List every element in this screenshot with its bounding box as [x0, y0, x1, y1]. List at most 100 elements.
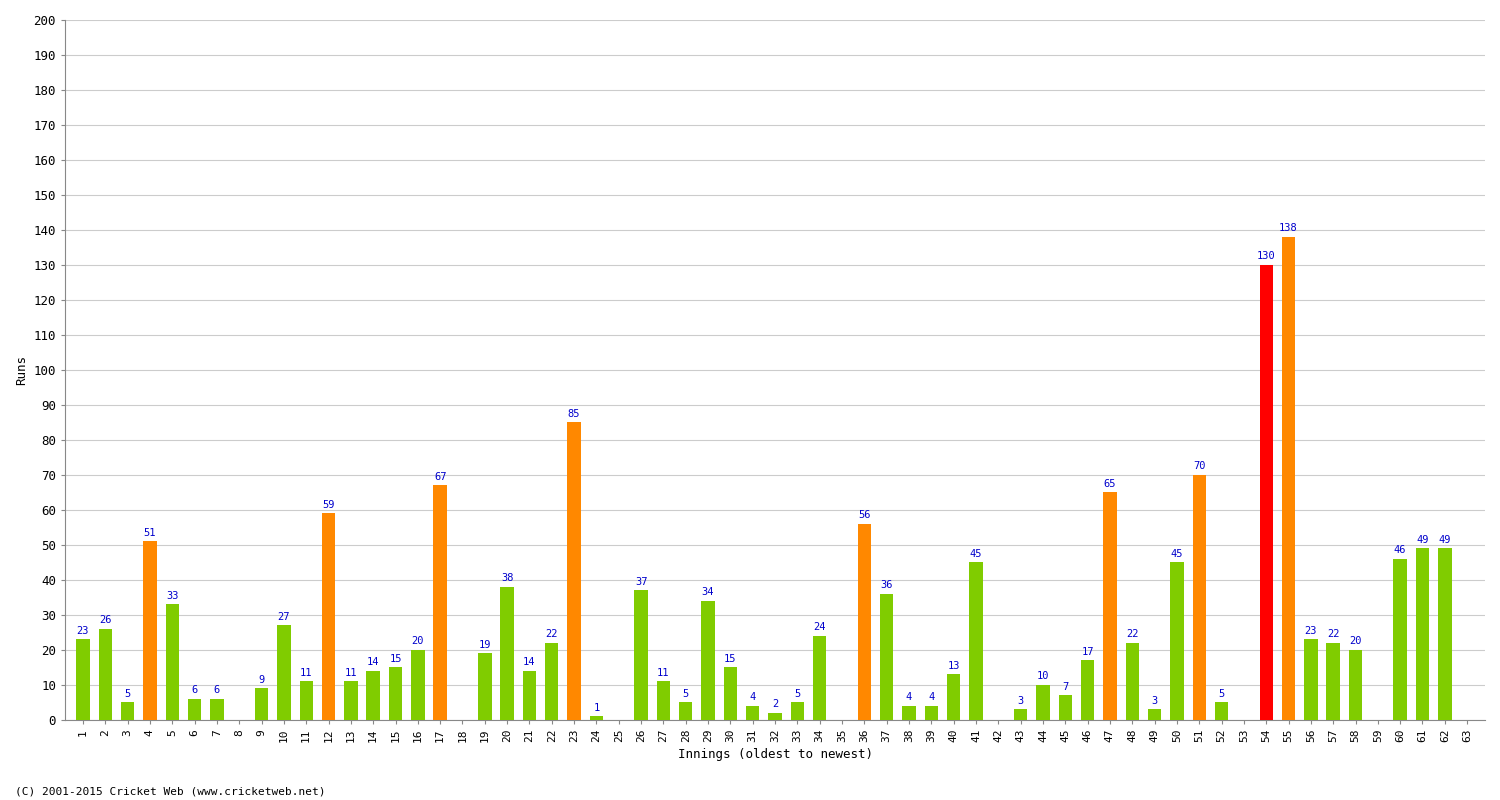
X-axis label: Innings (oldest to newest): Innings (oldest to newest) [678, 748, 873, 761]
Bar [924, 706, 938, 720]
Text: 85: 85 [568, 409, 580, 419]
Bar [1014, 710, 1028, 720]
Bar [1260, 265, 1274, 720]
Text: 2: 2 [772, 699, 778, 710]
Text: 45: 45 [1170, 549, 1184, 559]
Text: 5: 5 [1218, 689, 1224, 699]
Text: 5: 5 [124, 689, 130, 699]
Text: 4: 4 [906, 693, 912, 702]
Bar [478, 654, 492, 720]
Bar [1304, 639, 1317, 720]
Bar [790, 702, 804, 720]
Text: 6: 6 [214, 686, 220, 695]
Bar [165, 605, 178, 720]
Text: 26: 26 [99, 615, 111, 626]
Text: 51: 51 [144, 528, 156, 538]
Text: 7: 7 [1062, 682, 1068, 692]
Text: 14: 14 [524, 658, 536, 667]
Bar [1192, 475, 1206, 720]
Text: 22: 22 [1328, 630, 1340, 639]
Text: 20: 20 [411, 637, 424, 646]
Text: 11: 11 [300, 668, 312, 678]
Bar [969, 562, 982, 720]
Bar [1102, 493, 1116, 720]
Bar [813, 636, 826, 720]
Bar [501, 587, 515, 720]
Bar [278, 626, 291, 720]
Bar [946, 674, 960, 720]
Bar [142, 542, 156, 720]
Bar [76, 639, 90, 720]
Text: 22: 22 [1126, 630, 1138, 639]
Bar [1059, 695, 1072, 720]
Text: 33: 33 [166, 591, 178, 601]
Bar [680, 702, 693, 720]
Bar [768, 713, 782, 720]
Bar [1125, 643, 1138, 720]
Bar [524, 671, 536, 720]
Text: 11: 11 [345, 668, 357, 678]
Bar [1148, 710, 1161, 720]
Text: 24: 24 [813, 622, 826, 633]
Text: 5: 5 [682, 689, 688, 699]
Bar [1326, 643, 1340, 720]
Text: 14: 14 [368, 658, 380, 667]
Text: 11: 11 [657, 668, 669, 678]
Bar [1416, 549, 1430, 720]
Bar [590, 717, 603, 720]
Text: 59: 59 [322, 500, 334, 510]
Bar [99, 629, 112, 720]
Bar [1394, 559, 1407, 720]
Text: 130: 130 [1257, 251, 1275, 262]
Text: 19: 19 [478, 640, 490, 650]
Text: 15: 15 [390, 654, 402, 664]
Text: 6: 6 [192, 686, 198, 695]
Text: 3: 3 [1152, 696, 1158, 706]
Text: (C) 2001-2015 Cricket Web (www.cricketweb.net): (C) 2001-2015 Cricket Web (www.cricketwe… [15, 786, 326, 796]
Text: 46: 46 [1394, 546, 1407, 555]
Text: 5: 5 [794, 689, 801, 699]
Text: 22: 22 [546, 630, 558, 639]
Bar [1215, 702, 1228, 720]
Text: 1: 1 [594, 703, 600, 713]
Bar [1438, 549, 1452, 720]
Bar [122, 702, 135, 720]
Bar [322, 514, 334, 720]
Text: 4: 4 [750, 693, 756, 702]
Text: 37: 37 [634, 577, 648, 587]
Text: 45: 45 [969, 549, 982, 559]
Text: 49: 49 [1438, 535, 1450, 545]
Bar [567, 422, 580, 720]
Bar [544, 643, 558, 720]
Text: 4: 4 [928, 693, 934, 702]
Text: 49: 49 [1416, 535, 1428, 545]
Bar [1170, 562, 1184, 720]
Text: 3: 3 [1017, 696, 1023, 706]
Text: 138: 138 [1280, 223, 1298, 234]
Bar [903, 706, 915, 720]
Bar [657, 682, 670, 720]
Text: 20: 20 [1350, 637, 1362, 646]
Bar [188, 699, 201, 720]
Text: 15: 15 [724, 654, 736, 664]
Bar [210, 699, 224, 720]
Bar [1082, 661, 1095, 720]
Bar [388, 667, 402, 720]
Y-axis label: Runs: Runs [15, 355, 28, 385]
Bar [858, 524, 871, 720]
Bar [1282, 237, 1294, 720]
Text: 67: 67 [433, 472, 447, 482]
Bar [411, 650, 424, 720]
Bar [300, 682, 313, 720]
Text: 36: 36 [880, 581, 892, 590]
Text: 34: 34 [702, 587, 714, 598]
Text: 56: 56 [858, 510, 870, 521]
Bar [433, 486, 447, 720]
Text: 23: 23 [76, 626, 88, 636]
Bar [702, 601, 715, 720]
Bar [634, 590, 648, 720]
Bar [1348, 650, 1362, 720]
Text: 23: 23 [1305, 626, 1317, 636]
Text: 65: 65 [1104, 479, 1116, 489]
Text: 38: 38 [501, 574, 513, 583]
